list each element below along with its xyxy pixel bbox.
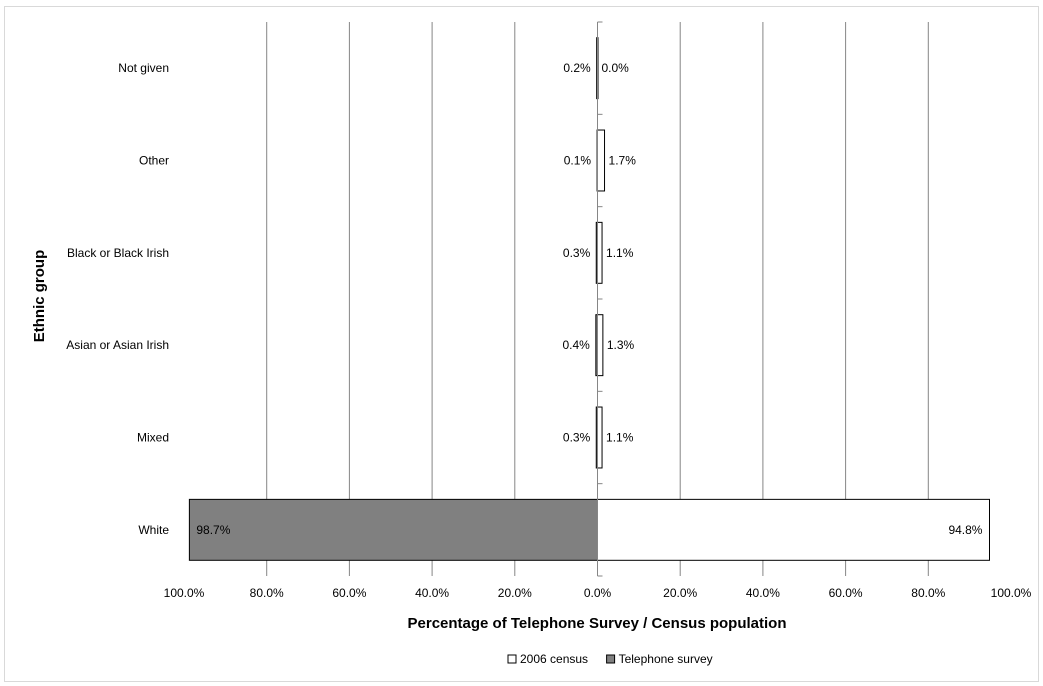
legend-swatch	[606, 654, 616, 664]
axes	[597, 21, 603, 577]
data-label-2006-census: 1.1%	[606, 246, 634, 260]
data-label-telephone-survey: 0.1%	[564, 154, 592, 168]
bar-2006-census	[597, 498, 990, 561]
category-label: Black or Black Irish	[67, 246, 169, 260]
bar-2006-census	[597, 314, 604, 377]
category-label: Other	[139, 154, 169, 168]
x-tick-label: 0.0%	[584, 586, 612, 600]
x-tick-label: 80.0%	[250, 586, 284, 600]
x-tick-label: 40.0%	[746, 586, 780, 600]
bar-2006-census	[597, 221, 603, 284]
data-label-telephone-survey: 0.3%	[563, 246, 591, 260]
legend-label: Telephone survey	[619, 652, 713, 666]
x-tick-label: 60.0%	[829, 586, 863, 600]
x-tick-label: 20.0%	[498, 586, 532, 600]
x-tick-label: 100.0%	[164, 586, 205, 600]
category-label: Mixed	[137, 431, 169, 445]
bars	[188, 37, 990, 561]
legend-swatch	[507, 654, 517, 664]
data-label-telephone-survey: 0.4%	[562, 338, 590, 352]
data-label-telephone-survey: 0.3%	[563, 431, 591, 445]
data-label-telephone-survey: 0.2%	[563, 61, 591, 75]
data-label-2006-census: 0.0%	[602, 61, 630, 75]
category-label: Not given	[118, 61, 169, 75]
legend: 2006 census Telephone survey	[507, 652, 713, 666]
x-tick-label: 60.0%	[332, 586, 366, 600]
chart-frame	[4, 6, 1039, 682]
data-label-telephone-survey: 98.7%	[196, 523, 230, 537]
bar-telephone-survey	[188, 498, 599, 561]
bar-2006-census	[597, 129, 606, 192]
x-tick-label: 40.0%	[415, 586, 449, 600]
data-label-2006-census: 1.7%	[609, 154, 637, 168]
labels: 100.0% 80.0% 60.0% 40.0% 20.0% 0.0% 20.0% 40.0%…	[66, 61, 1031, 600]
x-tick-label: 80.0%	[911, 586, 945, 600]
x-tick-label: 100.0%	[991, 586, 1032, 600]
bar-2006-census	[597, 406, 603, 469]
category-label: White	[138, 523, 169, 537]
x-axis-title: Percentage of Telephone Survey / Census …	[408, 615, 787, 632]
y-axis-title: Ethnic group	[31, 250, 48, 343]
data-label-2006-census: 94.8%	[948, 523, 982, 537]
gridlines	[266, 22, 929, 576]
data-label-2006-census: 1.1%	[606, 431, 634, 445]
data-label-2006-census: 1.3%	[607, 338, 635, 352]
category-label: Asian or Asian Irish	[66, 338, 169, 352]
x-tick-label: 20.0%	[663, 586, 697, 600]
legend-label: 2006 census	[520, 652, 588, 666]
